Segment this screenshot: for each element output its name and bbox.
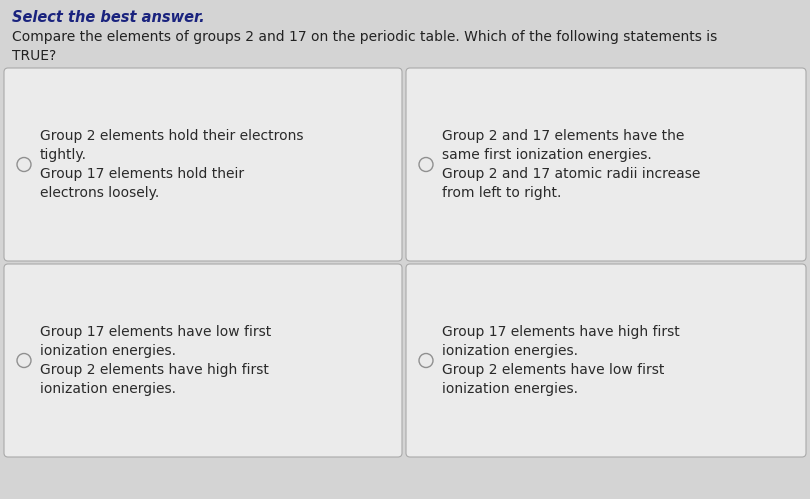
Circle shape: [17, 158, 31, 172]
Text: tightly.: tightly.: [40, 148, 87, 162]
Text: electrons loosely.: electrons loosely.: [40, 186, 160, 200]
Text: Group 2 and 17 elements have the: Group 2 and 17 elements have the: [442, 129, 684, 143]
Text: Select the best answer.: Select the best answer.: [12, 10, 205, 25]
Circle shape: [419, 158, 433, 172]
Text: ionization energies.: ionization energies.: [442, 382, 578, 396]
Text: ionization energies.: ionization energies.: [40, 344, 176, 358]
Text: Group 17 elements hold their: Group 17 elements hold their: [40, 167, 244, 181]
FancyBboxPatch shape: [4, 264, 402, 457]
Text: ionization energies.: ionization energies.: [442, 344, 578, 358]
Text: Compare the elements of groups 2 and 17 on the periodic table. Which of the foll: Compare the elements of groups 2 and 17 …: [12, 30, 717, 44]
Text: Group 2 and 17 atomic radii increase: Group 2 and 17 atomic radii increase: [442, 167, 701, 181]
Text: Group 2 elements have high first: Group 2 elements have high first: [40, 363, 269, 377]
FancyBboxPatch shape: [4, 68, 402, 261]
Text: TRUE?: TRUE?: [12, 49, 56, 63]
Text: Group 2 elements have low first: Group 2 elements have low first: [442, 363, 664, 377]
Text: Group 17 elements have low first: Group 17 elements have low first: [40, 325, 271, 339]
Circle shape: [419, 353, 433, 367]
Circle shape: [17, 353, 31, 367]
Text: ionization energies.: ionization energies.: [40, 382, 176, 396]
Text: Group 17 elements have high first: Group 17 elements have high first: [442, 325, 680, 339]
FancyBboxPatch shape: [406, 264, 806, 457]
Text: Group 2 elements hold their electrons: Group 2 elements hold their electrons: [40, 129, 304, 143]
Text: from left to right.: from left to right.: [442, 186, 561, 200]
FancyBboxPatch shape: [406, 68, 806, 261]
Text: same first ionization energies.: same first ionization energies.: [442, 148, 652, 162]
